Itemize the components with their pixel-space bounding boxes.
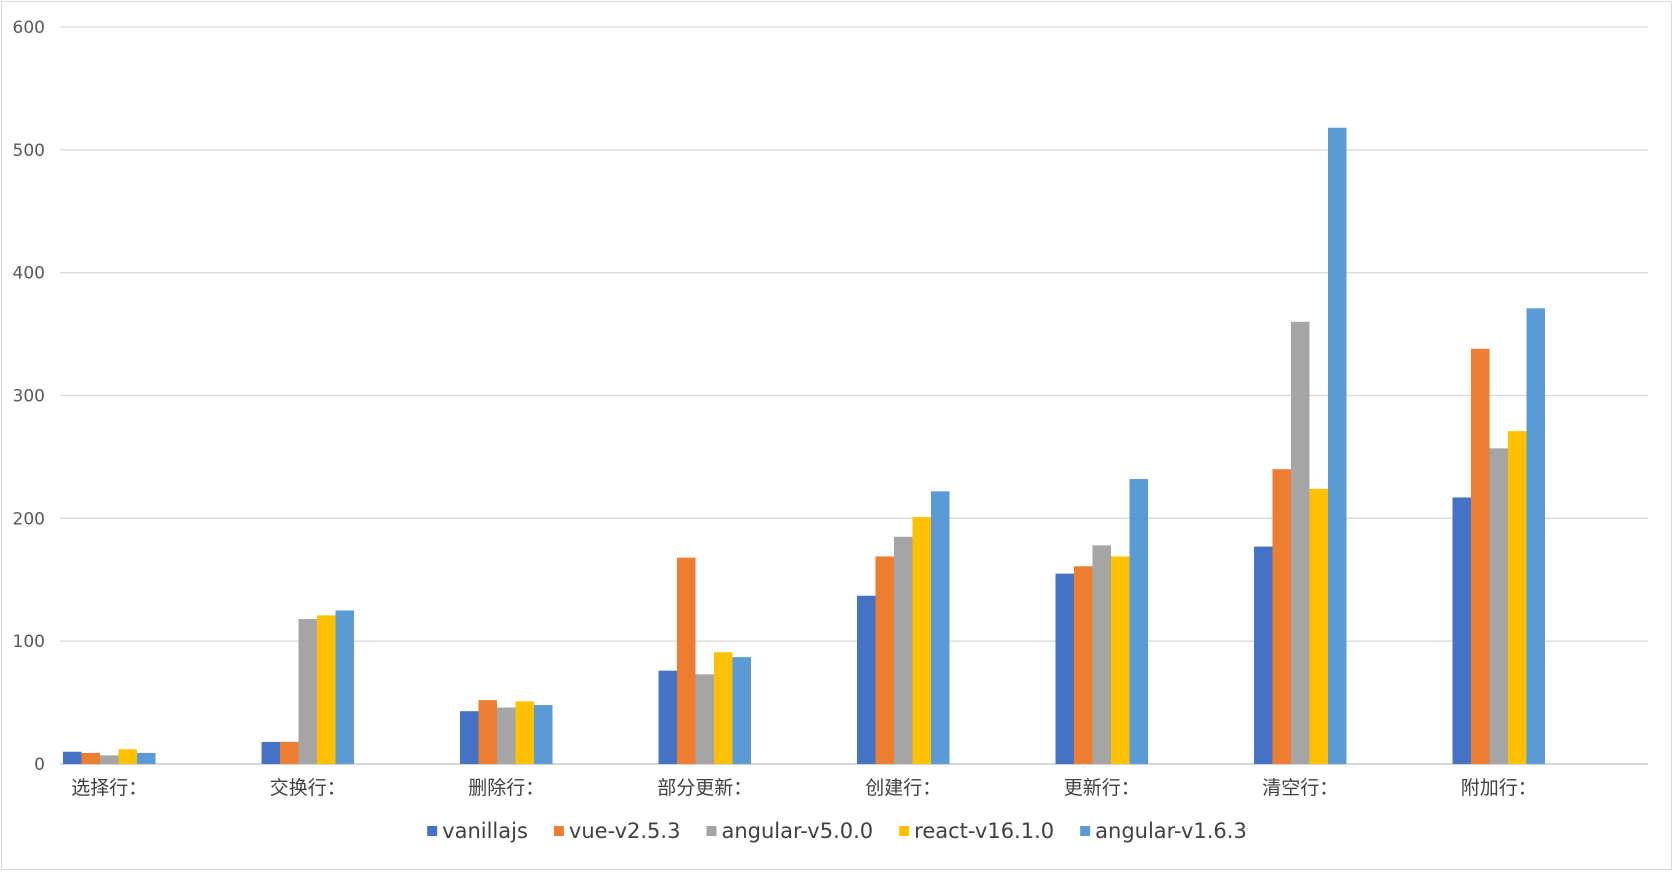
bar-react-v16.1.0 bbox=[515, 701, 534, 764]
y-tick-label: 500 bbox=[13, 141, 45, 161]
bar-vanillajs bbox=[857, 595, 876, 764]
legend-label: vue-v2.5.3 bbox=[569, 819, 681, 843]
bar-vanillajs bbox=[658, 670, 677, 764]
bar-vanillajs bbox=[1452, 497, 1471, 764]
bar-angular-v5.0.0 bbox=[1291, 321, 1310, 764]
bar-angular-v1.6.3 bbox=[335, 610, 354, 764]
y-tick-label: 0 bbox=[34, 755, 45, 775]
bar-angular-v5.0.0 bbox=[1489, 448, 1508, 764]
bar-react-v16.1.0 bbox=[912, 517, 931, 764]
x-tick-label: 创建行： bbox=[865, 777, 941, 799]
legend-swatch bbox=[553, 826, 564, 836]
gridlines bbox=[60, 26, 1648, 765]
bar-angular-v1.6.3 bbox=[534, 705, 553, 764]
bar-vue-v2.5.3 bbox=[1074, 566, 1093, 764]
bar-vue-v2.5.3 bbox=[875, 556, 894, 764]
x-tick-label: 部分更新： bbox=[657, 777, 752, 799]
legend-swatch bbox=[1080, 826, 1091, 836]
x-axis: 选择行： 交换行： 删除行： 部分更新： 创建行： 更新行： 清空行： 附加行： bbox=[71, 777, 1537, 799]
bar-vanillajs bbox=[1254, 546, 1273, 764]
bar-react-v16.1.0 bbox=[714, 652, 733, 764]
y-tick-label: 300 bbox=[13, 387, 45, 407]
bar-vue-v2.5.3 bbox=[1272, 469, 1291, 764]
legend-label: angular-v1.6.3 bbox=[1095, 819, 1247, 843]
bar-vanillajs bbox=[63, 751, 82, 764]
bar-angular-v1.6.3 bbox=[1526, 308, 1545, 764]
bar-react-v16.1.0 bbox=[118, 749, 137, 764]
bar-angular-v5.0.0 bbox=[100, 755, 119, 764]
bar-vue-v2.5.3 bbox=[677, 557, 696, 764]
legend-swatch bbox=[427, 826, 438, 836]
x-tick-label: 清空行： bbox=[1262, 777, 1338, 799]
y-axis: 0 100 200 300 400 500 600 bbox=[13, 18, 45, 775]
bar-angular-v5.0.0 bbox=[894, 536, 913, 764]
bar-vue-v2.5.3 bbox=[280, 741, 299, 764]
bar-react-v16.1.0 bbox=[1508, 431, 1527, 764]
legend-label: angular-v5.0.0 bbox=[721, 819, 873, 843]
x-tick-label: 删除行： bbox=[468, 777, 544, 799]
legend: vanillajs vue-v2.5.3 angular-v5.0.0 react-v… bbox=[427, 819, 1247, 843]
bar-angular-v1.6.3 bbox=[1328, 127, 1347, 765]
bar-angular-v1.6.3 bbox=[732, 657, 751, 764]
bar-vue-v2.5.3 bbox=[1471, 348, 1490, 764]
bar-angular-v1.6.3 bbox=[1129, 479, 1148, 764]
bar-angular-v5.0.0 bbox=[497, 707, 516, 764]
legend-label: vanillajs bbox=[442, 819, 528, 843]
bar-angular-v5.0.0 bbox=[1092, 545, 1111, 764]
legend-swatch bbox=[706, 826, 717, 836]
bar-vanillajs bbox=[261, 741, 280, 764]
bar-react-v16.1.0 bbox=[1309, 488, 1328, 764]
bar-angular-v5.0.0 bbox=[695, 674, 714, 764]
bar-vanillajs bbox=[1055, 573, 1074, 764]
legend-label: react-v16.1.0 bbox=[914, 819, 1054, 843]
y-tick-label: 200 bbox=[13, 509, 45, 529]
bar-vue-v2.5.3 bbox=[81, 752, 100, 764]
x-tick-label: 更新行： bbox=[1064, 777, 1140, 799]
y-tick-label: 400 bbox=[13, 264, 45, 284]
legend-swatch bbox=[899, 826, 910, 836]
y-tick-label: 100 bbox=[13, 632, 45, 652]
bar-angular-v1.6.3 bbox=[931, 491, 950, 764]
x-tick-label: 附加行： bbox=[1461, 777, 1537, 799]
bar-angular-v1.6.3 bbox=[137, 752, 156, 764]
x-tick-label: 选择行： bbox=[71, 777, 147, 799]
bar-vanillajs bbox=[460, 711, 479, 764]
y-tick-label: 600 bbox=[13, 18, 45, 38]
bar-vue-v2.5.3 bbox=[478, 700, 497, 764]
bars bbox=[63, 127, 1545, 765]
x-tick-label: 交换行： bbox=[270, 777, 346, 799]
bar-react-v16.1.0 bbox=[1111, 556, 1130, 764]
bar-angular-v5.0.0 bbox=[298, 619, 317, 764]
bar-react-v16.1.0 bbox=[317, 615, 336, 764]
